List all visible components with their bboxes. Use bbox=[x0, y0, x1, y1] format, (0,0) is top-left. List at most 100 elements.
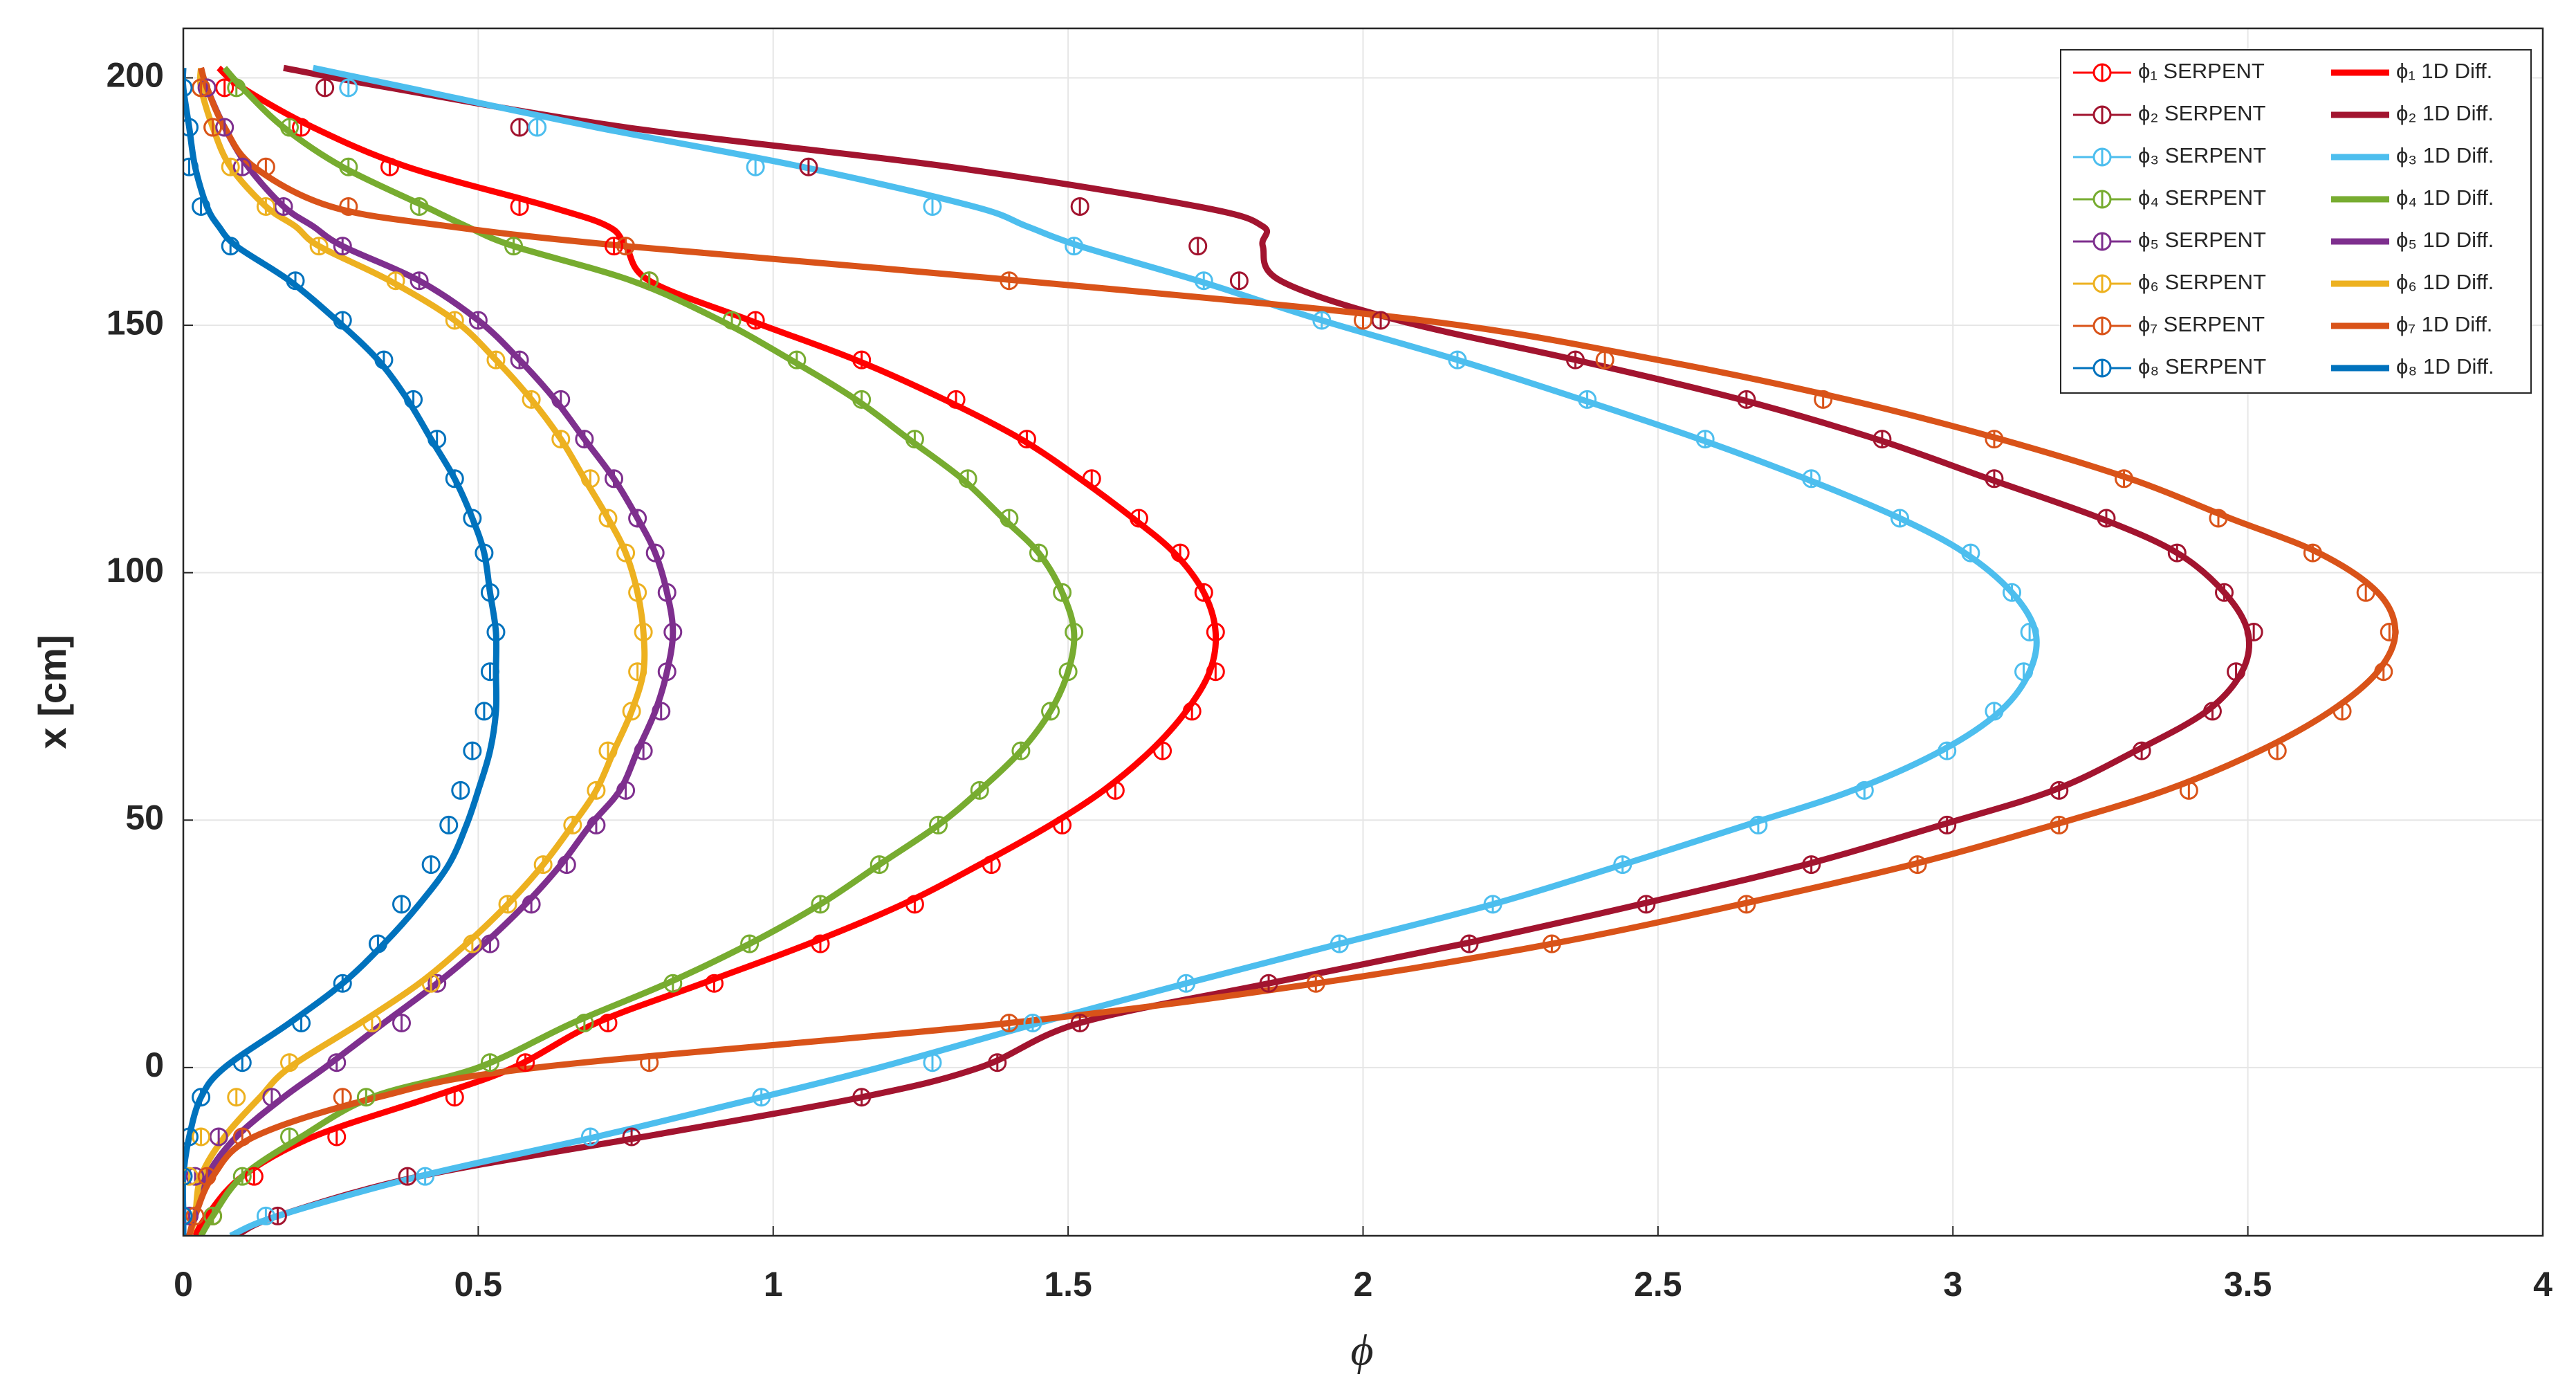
serpent-point bbox=[740, 934, 760, 953]
serpent-point bbox=[398, 1167, 417, 1186]
serpent-point bbox=[598, 509, 618, 528]
serpent-point bbox=[1206, 623, 1225, 641]
serpent-point bbox=[192, 78, 211, 98]
x-tick-label: 2.5 bbox=[1634, 1265, 1682, 1304]
serpent-point bbox=[657, 662, 677, 682]
serpent-point bbox=[1306, 974, 1325, 993]
serpent-point bbox=[982, 855, 1001, 875]
serpent-point bbox=[410, 197, 429, 216]
serpent-point bbox=[183, 118, 199, 137]
serpent-point bbox=[1070, 1013, 1089, 1032]
serpent-point bbox=[852, 390, 872, 409]
serpent-point bbox=[2215, 583, 2234, 602]
serpent-point bbox=[309, 237, 329, 256]
serpent-point bbox=[1000, 1013, 1019, 1032]
legend-label: ϕ₇ 1D Diff. bbox=[2396, 312, 2492, 336]
serpent-point bbox=[386, 271, 405, 291]
serpent-point bbox=[427, 430, 447, 449]
legend-label: ϕ₃ SERPENT bbox=[2138, 143, 2266, 167]
serpent-point bbox=[516, 1053, 535, 1072]
serpent-point bbox=[292, 118, 311, 137]
serpent-point bbox=[1259, 974, 1278, 993]
serpent-point bbox=[923, 197, 942, 216]
serpent-point bbox=[1229, 271, 1249, 291]
serpent-point bbox=[1985, 430, 2004, 449]
serpent-point bbox=[279, 1053, 299, 1072]
serpent-point bbox=[605, 469, 624, 489]
legend-swatch bbox=[2092, 190, 2112, 209]
serpent-point bbox=[1802, 855, 1821, 875]
serpent-point bbox=[327, 1127, 347, 1147]
serpent-point bbox=[274, 197, 293, 216]
serpent-point bbox=[622, 1127, 641, 1147]
serpent-point bbox=[870, 855, 889, 875]
serpent-point bbox=[1312, 311, 1332, 330]
serpent-point bbox=[262, 1088, 282, 1107]
serpent-point bbox=[1595, 350, 1614, 369]
legend-label: ϕ₇ SERPENT bbox=[2138, 312, 2265, 336]
serpent-point bbox=[1065, 623, 1084, 641]
serpent-point bbox=[183, 1127, 199, 1147]
serpent-point bbox=[333, 1088, 352, 1107]
serpent-point bbox=[1017, 430, 1036, 449]
serpent-point bbox=[1354, 311, 1373, 330]
y-tick-label: 0 bbox=[145, 1046, 164, 1084]
serpent-point bbox=[510, 118, 529, 137]
axes-box bbox=[182, 27, 2544, 1237]
legend-swatch bbox=[2092, 232, 2112, 251]
legend-swatch bbox=[2092, 358, 2112, 378]
serpent-point bbox=[1041, 702, 1060, 721]
serpent-point bbox=[315, 78, 335, 98]
serpent-point bbox=[616, 237, 636, 256]
serpent-point bbox=[392, 1013, 412, 1032]
legend-label: ϕ₆ 1D Diff. bbox=[2396, 270, 2494, 294]
serpent-point bbox=[1188, 237, 1208, 256]
serpent-point bbox=[575, 1013, 594, 1032]
serpent-point bbox=[1448, 350, 1467, 369]
serpent-point bbox=[905, 430, 924, 449]
serpent-point bbox=[1855, 780, 1874, 800]
serpent-point bbox=[480, 934, 499, 953]
legend-label: ϕ₁ 1D Diff. bbox=[2396, 59, 2492, 83]
serpent-point bbox=[1082, 469, 1101, 489]
serpent-point bbox=[183, 1167, 193, 1186]
x-axis-label: ϕ bbox=[1350, 1326, 1373, 1375]
serpent-point bbox=[339, 197, 358, 216]
serpent-point bbox=[657, 583, 677, 602]
serpent-point bbox=[580, 1127, 600, 1147]
serpent-point bbox=[463, 934, 482, 953]
serpent-point bbox=[1000, 271, 1019, 291]
serpent-point bbox=[640, 1053, 659, 1072]
serpent-point bbox=[787, 350, 807, 369]
x-tick-label: 0 bbox=[174, 1265, 193, 1304]
serpent-point bbox=[333, 237, 352, 256]
serpent-point bbox=[2132, 741, 2151, 760]
serpent-point bbox=[2267, 741, 2287, 760]
serpent-point bbox=[232, 157, 252, 176]
serpent-point bbox=[421, 974, 441, 993]
serpent-point bbox=[404, 390, 423, 409]
serpent-point bbox=[498, 895, 517, 914]
serpent-point bbox=[2333, 702, 2352, 721]
serpent-point bbox=[563, 815, 582, 834]
legend-label: ϕ₈ SERPENT bbox=[2138, 354, 2266, 378]
serpent-point bbox=[286, 271, 305, 291]
serpent-point bbox=[510, 350, 529, 369]
diffusion-line bbox=[229, 64, 2040, 1236]
serpent-point bbox=[185, 1206, 205, 1225]
serpent-point bbox=[616, 543, 636, 563]
legend-swatch bbox=[2092, 316, 2112, 336]
y-tick-label: 100 bbox=[107, 551, 164, 590]
serpent-point bbox=[362, 1013, 382, 1032]
serpent-point bbox=[183, 78, 193, 98]
serpent-point bbox=[799, 157, 818, 176]
serpent-point bbox=[746, 157, 765, 176]
legend-label: ϕ₂ SERPENT bbox=[2138, 101, 2265, 125]
serpent-point bbox=[1578, 390, 1597, 409]
serpent-point bbox=[746, 311, 765, 330]
serpent-point bbox=[445, 1088, 464, 1107]
serpent-point bbox=[1053, 583, 1072, 602]
legend-label: ϕ₈ 1D Diff. bbox=[2396, 354, 2494, 378]
serpent-point bbox=[232, 1053, 252, 1072]
